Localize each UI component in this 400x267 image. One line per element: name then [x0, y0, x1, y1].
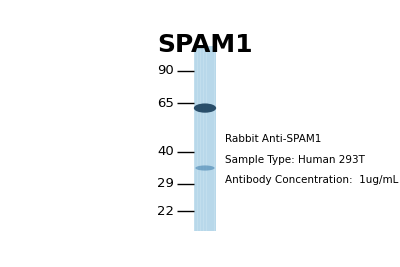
Bar — [197, 46, 198, 231]
Text: 65: 65 — [157, 97, 174, 110]
Text: Rabbit Anti-SPAM1: Rabbit Anti-SPAM1 — [225, 134, 322, 144]
Bar — [194, 46, 195, 231]
Text: Antibody Concentration:  1ug/mL: Antibody Concentration: 1ug/mL — [225, 175, 398, 185]
Text: 90: 90 — [157, 64, 174, 77]
Bar — [214, 46, 215, 231]
Bar — [209, 46, 210, 231]
Bar — [194, 46, 216, 231]
Ellipse shape — [194, 103, 216, 113]
Text: 29: 29 — [157, 177, 174, 190]
Bar — [200, 46, 201, 231]
Text: 22: 22 — [157, 205, 174, 218]
Ellipse shape — [195, 166, 215, 171]
Text: 40: 40 — [157, 145, 174, 158]
Text: Sample Type: Human 293T: Sample Type: Human 293T — [225, 155, 365, 164]
Text: SPAM1: SPAM1 — [157, 33, 253, 57]
Bar — [203, 46, 204, 231]
